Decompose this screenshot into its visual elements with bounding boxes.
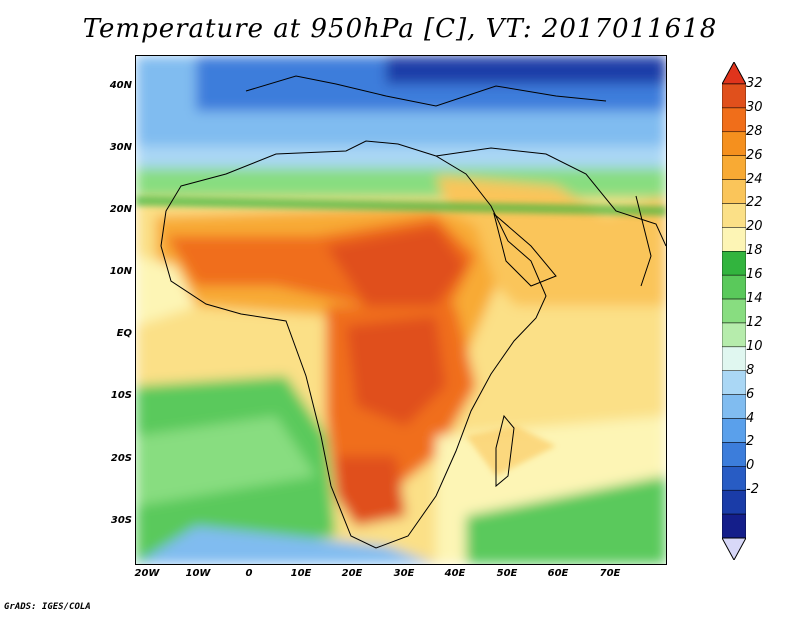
grads-credit: GrADS: IGES/COLA xyxy=(4,602,91,612)
x-tick-label: 10W xyxy=(185,568,211,579)
x-tick-label: 20W xyxy=(134,568,160,579)
x-tick-label: 70E xyxy=(599,568,621,579)
colorbar-under-triangle xyxy=(722,537,746,560)
y-tick-label: 20N xyxy=(109,204,132,215)
colorbar-segment xyxy=(722,346,746,371)
colorbar-segment xyxy=(722,322,746,348)
colorbar-segment xyxy=(722,298,746,324)
colorbar-segment xyxy=(722,466,746,491)
y-tick-label: 10N xyxy=(109,266,132,277)
x-tick-label: 10E xyxy=(290,568,312,579)
colorbar-label: 30 xyxy=(746,99,763,115)
coastlines xyxy=(160,75,666,549)
colorbar-segment xyxy=(722,203,746,228)
colorbar-segment xyxy=(722,442,746,467)
colorbar-label: 4 xyxy=(746,410,755,426)
colorbar-segment xyxy=(722,418,746,443)
colorbar-label: 16 xyxy=(746,267,763,283)
colorbar-label: -2 xyxy=(746,482,759,498)
colorbar-segment xyxy=(722,131,746,156)
colorbar-segment xyxy=(722,83,746,109)
temperature-field xyxy=(136,56,666,564)
x-tick-label: 20E xyxy=(341,568,363,579)
colorbar-segment xyxy=(722,107,746,133)
x-tick-label: 30E xyxy=(393,568,415,579)
colorbar-label: 2 xyxy=(746,434,755,450)
y-tick-label: 10S xyxy=(110,390,132,401)
colorbar-label: 18 xyxy=(746,243,763,259)
colorbar-label: 14 xyxy=(746,291,763,307)
colorbar-segment xyxy=(722,227,746,252)
x-tick-label: 50E xyxy=(496,568,518,579)
colorbar-segment xyxy=(722,370,746,395)
x-tick-label: 40E xyxy=(444,568,466,579)
colorbar-label: 32 xyxy=(746,76,763,91)
y-tick-label: 20S xyxy=(110,453,132,464)
y-tick-label: 40N xyxy=(109,80,132,91)
y-tick-label: EQ xyxy=(116,328,132,339)
colorbar-segment xyxy=(722,155,746,180)
colorbar-label: 24 xyxy=(746,171,763,187)
colorbar-label: 20 xyxy=(746,219,763,235)
colorbar-label: 6 xyxy=(746,386,755,402)
colorbar-label: 28 xyxy=(746,123,763,139)
colorbar-segment xyxy=(722,274,746,300)
map-title: Temperature at 950hPa [C], VT: 201701161… xyxy=(82,14,718,44)
colorbar-segment xyxy=(722,513,746,539)
colorbar-label: 0 xyxy=(746,458,755,474)
colorbar-label: 22 xyxy=(746,195,763,211)
y-tick-label: 30S xyxy=(110,515,132,526)
colorbar xyxy=(722,62,746,560)
colorbar-label: 12 xyxy=(746,314,763,330)
colorbar-label: 10 xyxy=(746,338,763,354)
colorbar-segment xyxy=(722,251,746,276)
colorbar-label: 8 xyxy=(746,362,755,378)
field-north-coldest xyxy=(386,56,666,84)
colorbar-segment xyxy=(722,489,746,515)
x-tick-label: 0 xyxy=(245,568,253,579)
colorbar-label: 26 xyxy=(746,147,763,163)
temperature-map xyxy=(135,55,667,565)
y-tick-label: 30N xyxy=(109,142,132,153)
x-tick-label: 60E xyxy=(547,568,569,579)
colorbar-segment xyxy=(722,179,746,204)
colorbar-over-triangle xyxy=(722,62,746,85)
colorbar-segment xyxy=(722,394,746,419)
